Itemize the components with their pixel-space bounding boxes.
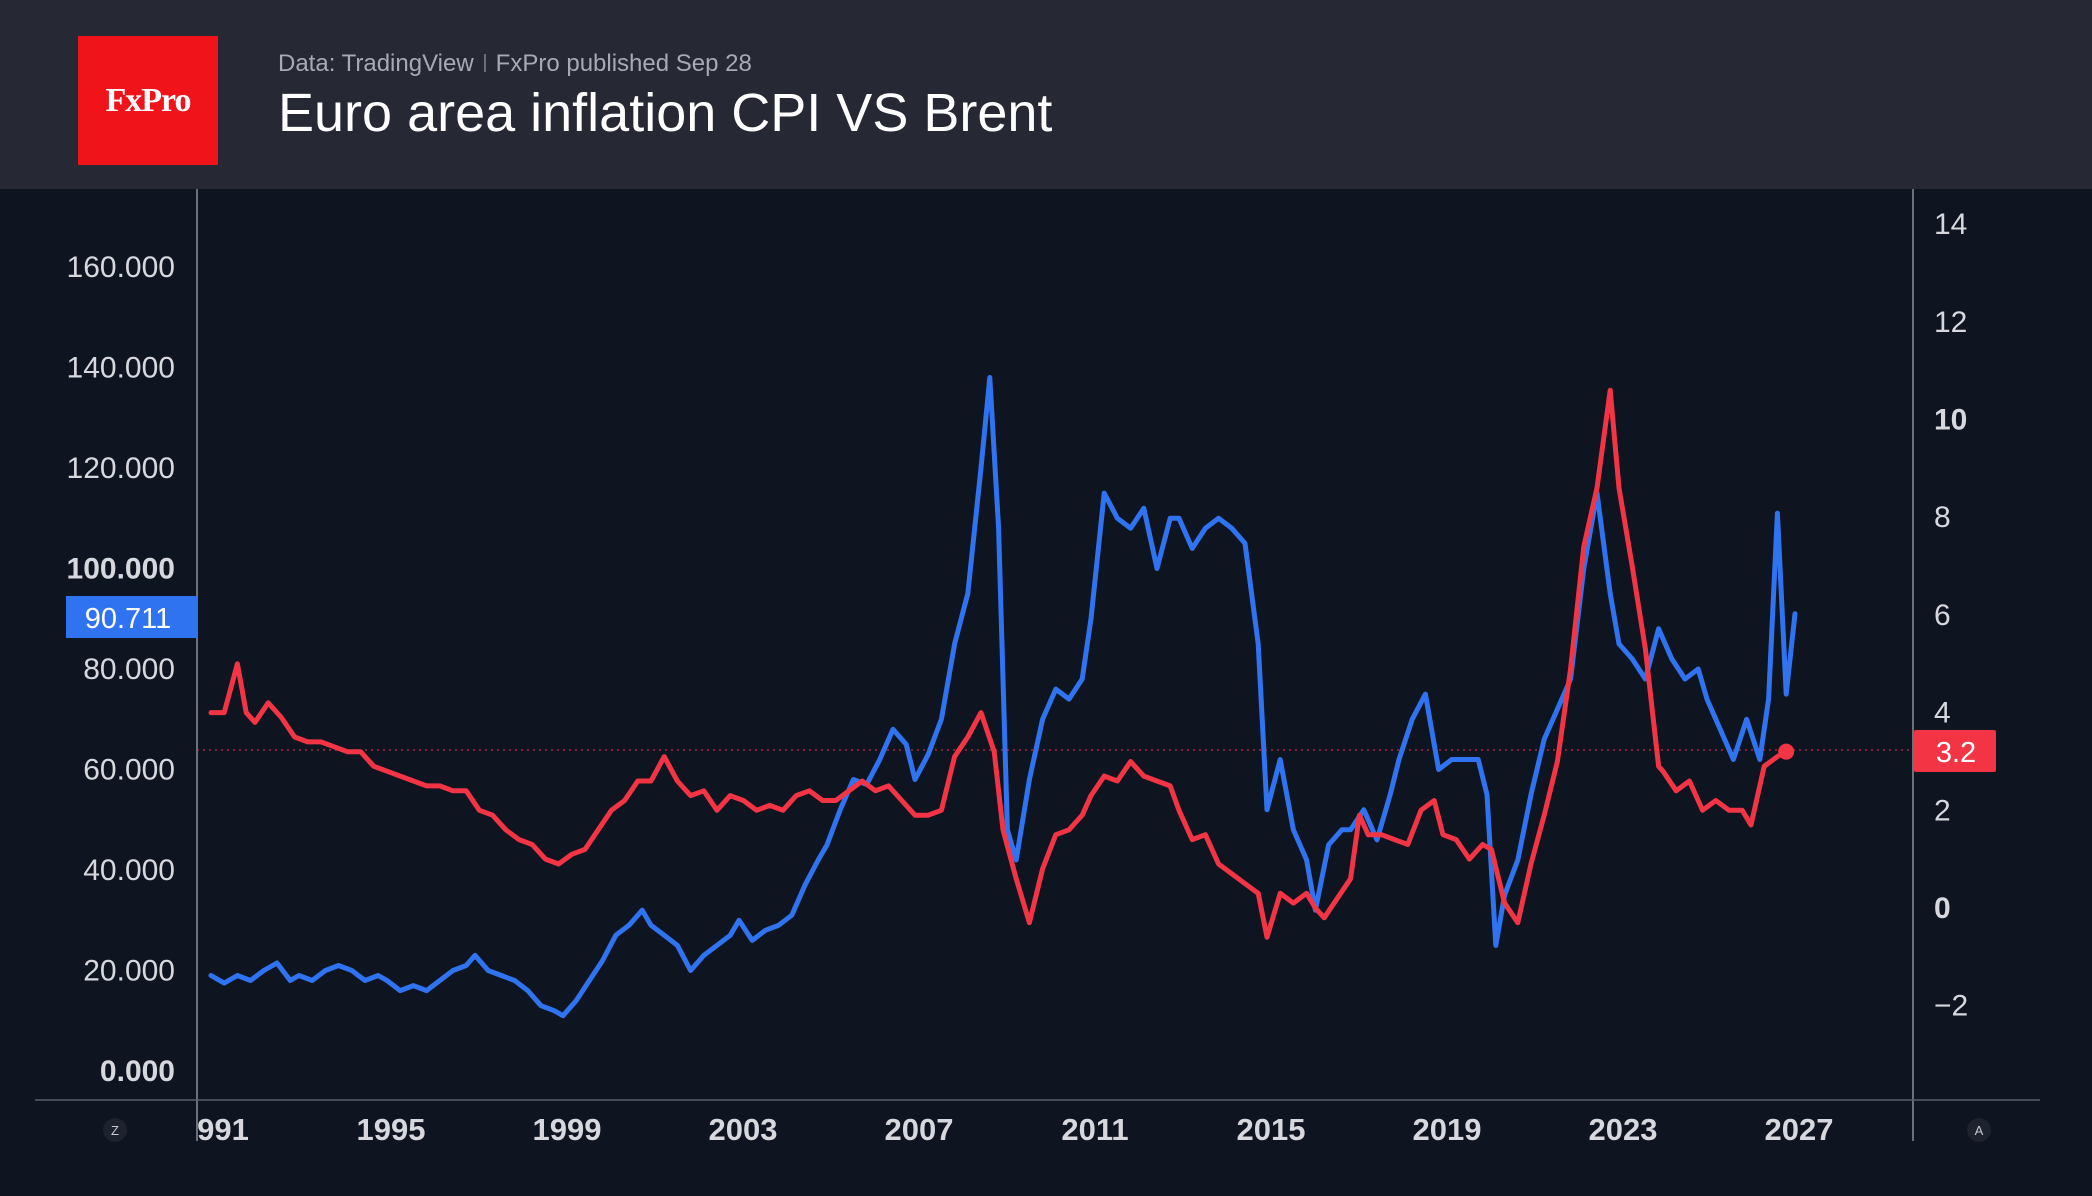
cpi-series-line bbox=[208, 387, 1789, 940]
left-tick-label: 160.000 bbox=[67, 251, 175, 284]
left-tick-label: 140.000 bbox=[67, 352, 175, 385]
right-tick-label: 6 bbox=[1934, 599, 1951, 632]
brent-badge-bg bbox=[66, 596, 198, 638]
x-tick-label: 991 bbox=[197, 1112, 249, 1147]
brent-series-line bbox=[208, 375, 1798, 1019]
separator bbox=[483, 54, 486, 72]
data-source: Data: TradingView bbox=[278, 50, 474, 77]
cpi-last-value-badge: 3.2 bbox=[1914, 730, 1996, 772]
cpi-badge-bg bbox=[1914, 730, 1996, 772]
x-tick-label: 2023 bbox=[1589, 1112, 1658, 1147]
published-note: FxPro published Sep 28 bbox=[495, 50, 752, 77]
right-tick-label: 4 bbox=[1934, 697, 1951, 730]
line-chart: 160.000140.000120.000100.00080.00060.000… bbox=[35, 189, 2040, 1147]
x-tick-label: 2027 bbox=[1765, 1112, 1834, 1147]
x-tick-label: 1995 bbox=[357, 1112, 426, 1147]
x-tick-label: 1999 bbox=[533, 1112, 602, 1147]
auto-scale-right-button[interactable]: A bbox=[1967, 1118, 1991, 1142]
auto-scale-left-button[interactable]: Z bbox=[103, 1118, 127, 1142]
zoom-button-bg bbox=[103, 1118, 127, 1142]
brent-last-value: 90.711 bbox=[85, 603, 172, 635]
brent-last-value-badge: 90.711 bbox=[66, 596, 198, 638]
left-tick-label: 0.000 bbox=[100, 1055, 175, 1088]
right-axis-ticks: 14 12 10 8 6 4 2 0 −2 bbox=[1934, 208, 1968, 1023]
left-tick-label: 80.000 bbox=[83, 653, 175, 686]
right-tick-label: 12 bbox=[1934, 306, 1967, 339]
cpi-last-value: 3.2 bbox=[1936, 737, 1976, 769]
x-tick-label: 2011 bbox=[1061, 1112, 1128, 1147]
x-tick-label: 2003 bbox=[709, 1112, 778, 1147]
x-tick-label: 2019 bbox=[1413, 1112, 1482, 1147]
auto-button-bg bbox=[1967, 1118, 1991, 1142]
right-tick-label: 14 bbox=[1934, 208, 1967, 241]
right-tick-label: 0 bbox=[1934, 892, 1951, 925]
cpi-last-point bbox=[1778, 743, 1795, 760]
zoom-button-label: Z bbox=[111, 1123, 119, 1138]
right-tick-label: 10 bbox=[1934, 404, 1967, 437]
right-tick-label: 2 bbox=[1934, 794, 1951, 827]
right-tick-label: 8 bbox=[1934, 501, 1951, 534]
chart-header: FxPro Data: TradingView FxPro published S… bbox=[0, 0, 2092, 189]
left-tick-label: 100.000 bbox=[67, 553, 175, 586]
left-axis-ticks: 160.000 140.000 120.000 100.000 80.000 60.000… bbox=[67, 251, 175, 1088]
x-axis-ticks: 991 1995 1999 2003 2007 2011 2015 2019 2023 2027 bbox=[197, 1112, 1833, 1147]
left-tick-label: 60.000 bbox=[83, 754, 175, 787]
left-tick-label: 120.000 bbox=[67, 452, 175, 485]
logo-text: FxPro bbox=[105, 81, 191, 119]
series-layer bbox=[208, 375, 1798, 1019]
fxpro-logo: FxPro bbox=[78, 36, 218, 165]
source-line: Data: TradingView FxPro published Sep 28 bbox=[278, 50, 752, 78]
left-tick-label: 40.000 bbox=[83, 854, 175, 887]
page-title: Euro area inflation CPI VS Brent bbox=[278, 83, 1053, 143]
auto-button-label: A bbox=[1975, 1123, 1984, 1138]
x-tick-label: 2015 bbox=[1237, 1112, 1306, 1147]
x-tick-label: 2007 bbox=[885, 1112, 954, 1147]
left-tick-label: 20.000 bbox=[83, 955, 175, 988]
right-tick-label: −2 bbox=[1934, 990, 1968, 1023]
